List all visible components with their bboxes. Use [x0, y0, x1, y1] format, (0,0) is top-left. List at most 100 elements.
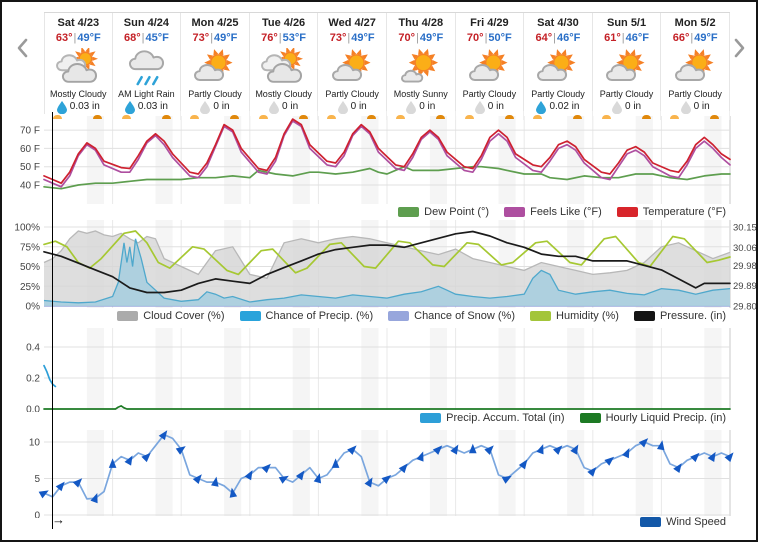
- legend-label: Precip. Accum. Total (in): [446, 411, 565, 424]
- day-condition: Partly Cloudy: [531, 89, 585, 99]
- svg-text:40 F: 40 F: [20, 181, 40, 192]
- day-temps: 66°|49°F: [661, 31, 729, 46]
- temp-separator: |: [210, 32, 214, 44]
- partly-cloudy-icon: [468, 48, 508, 81]
- svg-text:30.06: 30.06: [733, 243, 757, 254]
- droplet-icon: [337, 100, 348, 114]
- forecast-day-column[interactable]: Mon 5/2 66°|49°F Partly Cloudy 0 in: [661, 13, 730, 114]
- legend-label: Cloud Cover (%): [143, 309, 225, 322]
- forecast-strip: Sat 4/23 63°|49°F Mostly Cloudy 0.03 in Sun…: [44, 12, 730, 114]
- legend-label: Chance of Snow (%): [414, 309, 516, 322]
- forecast-day-column[interactable]: Thu 4/28 70°|49°F Mostly Sunny 0 in: [386, 13, 456, 114]
- day-condition: Partly Cloudy: [462, 89, 517, 99]
- legend-swatch-icon: [616, 206, 638, 217]
- svg-text:0.2: 0.2: [26, 374, 40, 385]
- legend-label: Wind Speed: [666, 515, 726, 528]
- day-precip: 0 in: [387, 100, 455, 114]
- weather-icon-wrap: [45, 46, 112, 88]
- precip-amount: 0 in: [350, 101, 367, 112]
- legend-item: Wind Speed: [640, 516, 726, 528]
- legend-swatch-icon: [640, 516, 662, 527]
- legend-swatch-icon: [117, 310, 139, 321]
- legend-swatch-icon: [420, 412, 442, 423]
- precip-amount: 0 in: [419, 101, 436, 112]
- droplet-icon: [536, 100, 547, 114]
- day-temps: 76°|53°F: [250, 31, 318, 46]
- day-date: Sun 4/24: [123, 17, 170, 29]
- day-date: Wed 4/27: [328, 17, 376, 29]
- sun-marker-cell: [44, 111, 113, 120]
- legend-swatch-icon: [388, 310, 410, 321]
- next-days-button[interactable]: [726, 30, 752, 66]
- weather-icon-wrap: [250, 46, 318, 88]
- sunrise-icon: [533, 114, 543, 119]
- weather-icon-wrap: [318, 46, 386, 88]
- day-condition: Partly Cloudy: [188, 89, 242, 99]
- sunset-icon: [93, 114, 102, 119]
- high-temp: 68°: [123, 32, 141, 44]
- svg-text:29.98: 29.98: [733, 261, 757, 272]
- sunrise-icon: [258, 114, 268, 119]
- sun-marker-cell: [113, 111, 182, 120]
- chart-4-legend: Wind Speed: [640, 514, 726, 529]
- weather-icon-wrap: [181, 46, 249, 88]
- high-temp: 70°: [466, 32, 484, 44]
- forecast-day-column[interactable]: Mon 4/25 73°|49°F Partly Cloudy 0 in: [181, 13, 250, 114]
- sunset-icon: [573, 114, 583, 119]
- chart-1-legend: Dew Point (°) Feels Like (°F) Temperature …: [398, 204, 726, 219]
- weather-icon-wrap: [456, 46, 524, 88]
- partly-cloudy-icon: [537, 48, 576, 81]
- sun-marker-cell: [593, 111, 662, 120]
- precip-amount: 0 in: [282, 101, 299, 112]
- svg-text:60 F: 60 F: [20, 144, 40, 155]
- legend-label: Feels Like (°F): [530, 205, 602, 218]
- sunrise-icon: [395, 114, 405, 119]
- sun-marker-cell: [181, 111, 250, 120]
- high-temp: 63°: [55, 32, 73, 44]
- day-date: Sun 5/1: [606, 17, 647, 29]
- svg-text:5: 5: [34, 474, 40, 485]
- prev-days-button[interactable]: [10, 30, 36, 66]
- day-temps: 70°|50°F: [456, 31, 524, 46]
- day-condition: Mostly Cloudy: [255, 89, 312, 99]
- precip-amount: 0.03 in: [137, 101, 168, 112]
- day-precip: 0 in: [456, 100, 524, 114]
- high-temp: 76°: [261, 32, 278, 44]
- forecast-day-column[interactable]: Wed 4/27 73°|49°F Partly Cloudy 0 in: [318, 13, 387, 114]
- temp-separator: |: [553, 32, 557, 44]
- legend-item: Humidity (%): [530, 310, 619, 322]
- legend-label: Chance of Precip. (%): [265, 309, 374, 322]
- low-temp: 49°F: [351, 32, 375, 44]
- sunset-icon: [367, 114, 377, 119]
- precip-amount: 0 in: [213, 101, 230, 112]
- chart-2-plot: 100% 75% 50% 25% 0% 30.15 30.06 29.98 29.89 29.80: [14, 220, 757, 311]
- sunset-icon: [504, 114, 514, 119]
- weather-icon-wrap: [387, 46, 455, 88]
- sun-marker-cell: [456, 111, 525, 120]
- droplet-icon: [474, 100, 485, 114]
- forecast-day-column[interactable]: Sat 4/23 63°|49°F Mostly Cloudy 0.03 in: [44, 13, 113, 114]
- weather-icon-wrap: [524, 46, 592, 88]
- forecast-day-column[interactable]: Sat 4/30 64°|46°F Partly Cloudy 0.02 in: [524, 13, 593, 114]
- legend-item: Pressure. (in): [633, 309, 726, 322]
- day-date: Tue 4/26: [261, 17, 306, 29]
- forecast-day-column[interactable]: Fri 4/29 70°|50°F Partly Cloudy 0 in: [455, 13, 525, 114]
- legend-label: Pressure. (in): [659, 309, 726, 322]
- svg-text:0%: 0%: [26, 302, 41, 311]
- day-temps: 61°|46°F: [593, 31, 661, 46]
- day-precip: 0 in: [318, 100, 386, 114]
- forecast-day-column[interactable]: Tue 4/26 76°|53°F Mostly Cloudy 0 in: [249, 13, 319, 114]
- forecast-day-column[interactable]: Sun 4/24 68°|45°F AM Light Rain 0.03 in: [112, 13, 182, 114]
- sunrise-icon: [670, 114, 680, 119]
- forecast-day-column[interactable]: Sun 5/1 61°|46°F Partly Cloudy 0 in: [592, 13, 662, 114]
- svg-text:50%: 50%: [20, 262, 40, 273]
- chart-3-legend: Precip. Accum. Total (in) Hourly Liquid P…: [420, 410, 726, 425]
- temp-separator: |: [347, 32, 351, 44]
- sun-marker-cell: [524, 111, 593, 120]
- day-date: Fri 4/29: [470, 17, 509, 29]
- precip-amount: 0 in: [693, 101, 710, 112]
- day-date: Sat 4/30: [537, 17, 579, 29]
- day-precip: 0.03 in: [113, 100, 181, 114]
- chart-1-plot: 70 F 60 F 50 F 40 F: [20, 116, 731, 204]
